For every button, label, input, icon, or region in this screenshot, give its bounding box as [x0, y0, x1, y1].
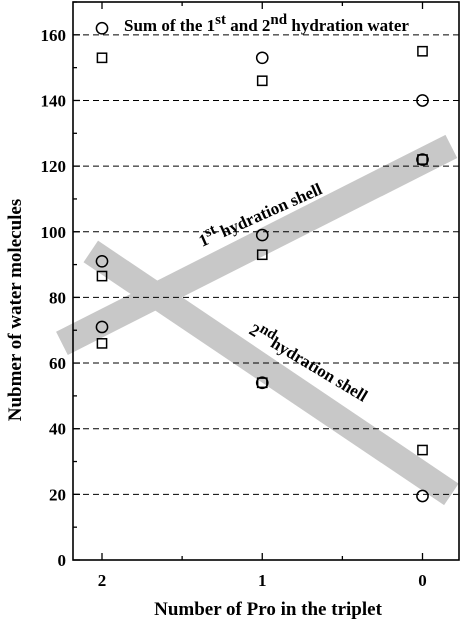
- x-tick-label: 2: [98, 571, 107, 590]
- marker-square: [417, 154, 428, 165]
- band-second: [83, 240, 459, 506]
- marker-square: [256, 75, 268, 87]
- grid-lines: [73, 34, 459, 495]
- y-tick-label: 80: [49, 288, 66, 307]
- x-axis-title: Number of Pro in the triplet: [154, 599, 382, 620]
- y-tick-label: 140: [41, 91, 67, 110]
- y-tick-label: 20: [49, 485, 66, 504]
- y-tick-label: 120: [41, 157, 67, 176]
- y-axis-title: Nubmer of water molecules: [5, 199, 26, 422]
- marker-circle: [95, 254, 109, 268]
- y-tick-label: 100: [41, 223, 67, 242]
- y-axis-ticks: 0 20 40 60 80 100 120 140 160: [41, 1, 80, 570]
- marker-circle: [416, 94, 429, 107]
- marker-square: [417, 45, 428, 57]
- y-tick-label: 0: [58, 551, 67, 570]
- marker-circle: [95, 21, 109, 35]
- data-markers: [95, 21, 429, 503]
- marker-circle: [416, 153, 429, 166]
- marker-square: [256, 249, 268, 261]
- plot-frame: [72, 1, 460, 561]
- y-tick-label: 40: [49, 420, 66, 439]
- marker-square: [256, 377, 268, 389]
- band-first: [56, 134, 458, 355]
- marker-square: [96, 270, 108, 282]
- y-tick-label: 160: [41, 26, 67, 45]
- marker-circle: [95, 320, 109, 334]
- marker-square: [417, 444, 428, 456]
- y-tick-label: 60: [49, 354, 66, 373]
- marker-circle: [255, 376, 269, 390]
- annotation-sum: Sum of the 1st and 2nd hydration water: [124, 12, 409, 35]
- highlight-bands: [56, 134, 459, 506]
- marker-circle: [255, 228, 269, 242]
- x-tick-label: 1: [258, 571, 267, 590]
- marker-square: [96, 52, 108, 64]
- marker-square: [96, 338, 108, 349]
- x-tick-label: 0: [418, 571, 427, 590]
- x-axis-ticks: 2 1 0: [98, 2, 427, 590]
- marker-circle: [255, 51, 269, 65]
- marker-circle: [416, 489, 429, 503]
